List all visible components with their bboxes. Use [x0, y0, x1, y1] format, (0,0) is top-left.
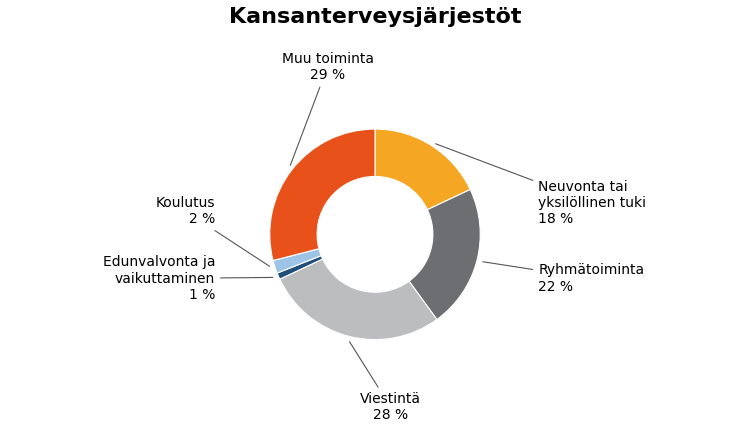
Text: Edunvalvonta ja
vaikuttaminen
1 %: Edunvalvonta ja vaikuttaminen 1 % [103, 255, 273, 302]
Text: Muu toiminta
29 %: Muu toiminta 29 % [282, 51, 374, 165]
Title: Kansanterveysjärjestöt: Kansanterveysjärjestöt [229, 7, 521, 27]
Wedge shape [409, 190, 480, 320]
Wedge shape [278, 255, 322, 279]
Wedge shape [280, 259, 436, 340]
Wedge shape [375, 129, 470, 210]
Text: Neuvonta tai
yksilöllinen tuki
18 %: Neuvonta tai yksilöllinen tuki 18 % [436, 144, 646, 226]
Text: Viestintä
28 %: Viestintä 28 % [350, 342, 422, 422]
Text: Koulutus
2 %: Koulutus 2 % [155, 196, 269, 266]
Text: Ryhmätoiminta
22 %: Ryhmätoiminta 22 % [483, 262, 644, 293]
Wedge shape [273, 249, 321, 273]
Wedge shape [270, 129, 375, 260]
